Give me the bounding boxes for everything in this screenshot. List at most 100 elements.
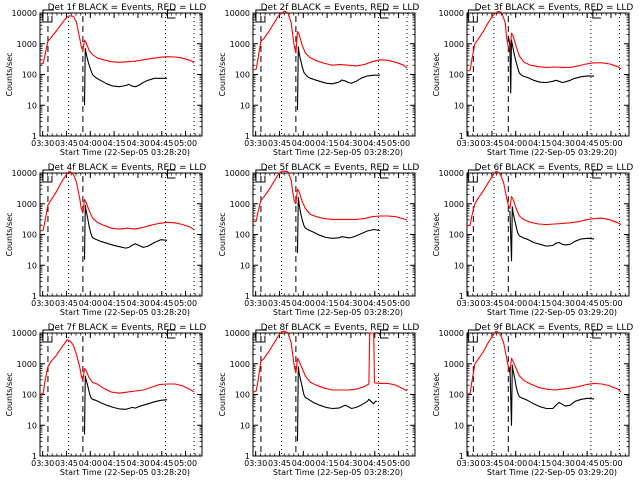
- x-tick-label: 04:00: [504, 459, 527, 468]
- x-tick-label: 04:15: [103, 139, 126, 148]
- chart-panel: Det 8f BLACK = Events, RED = LLD 1 10 100 10…: [218, 323, 419, 477]
- chart-panel: Det 3f BLACK = Events, RED = LLD 1 10 100 10…: [432, 3, 633, 157]
- x-tick-label: 04:00: [504, 299, 527, 308]
- interval-bracket-start: [467, 9, 480, 23]
- x-tick-label: 05:00: [599, 299, 622, 308]
- interval-bracket-start: [255, 169, 267, 183]
- chart-panel: Det 5f BLACK = Events, RED = LLD 1 10 100 10…: [218, 163, 419, 317]
- x-tick-label: 04:00: [79, 139, 102, 148]
- y-axis-label: Counts/sec: [432, 52, 441, 96]
- events-series-line: [296, 46, 381, 111]
- x-tick-label: 03:45: [268, 459, 291, 468]
- lld-series-line: [466, 10, 622, 72]
- x-tick-label: 04:45: [363, 139, 386, 148]
- y-tick-label: 1000: [230, 360, 250, 369]
- x-tick-label: 04:30: [126, 139, 149, 148]
- events-series-line: [83, 47, 168, 106]
- y-tick-label: 10000: [225, 169, 250, 178]
- x-tick-label: 04:15: [316, 299, 339, 308]
- plot-frame: [252, 172, 416, 297]
- y-tick-label: 1: [32, 292, 37, 301]
- y-tick-label: 1: [245, 132, 250, 141]
- x-axis-label: Start Time (22-Sep-05 03:28:20): [60, 308, 190, 317]
- y-tick-label: 1: [32, 452, 37, 461]
- x-tick-label: 04:30: [552, 139, 575, 148]
- x-tick-label: 04:15: [316, 459, 339, 468]
- x-axis-label: Start Time (22-Sep-05 03:28:20): [60, 148, 190, 157]
- x-tick-label: 04:30: [552, 459, 575, 468]
- y-tick-label: 10: [454, 101, 464, 110]
- y-tick-label: 100: [449, 71, 464, 80]
- y-tick-label: 100: [449, 391, 464, 400]
- y-axis-label: Counts/sec: [5, 372, 14, 416]
- plot-frame: [39, 12, 203, 137]
- events-series-line: [296, 196, 381, 254]
- y-tick-label: 1000: [230, 40, 250, 49]
- plot-frame: [466, 12, 630, 137]
- x-tick-label: 04:30: [339, 459, 362, 468]
- x-tick-label: 04:45: [576, 139, 599, 148]
- x-tick-label: 03:30: [244, 299, 267, 308]
- y-tick-label: 10000: [439, 329, 464, 338]
- chart-panel: Det 2f BLACK = Events, RED = LLD 1 10 100 10…: [218, 3, 419, 157]
- x-axis-label: Start Time (22-Sep-05 03:28:20): [273, 148, 403, 157]
- x-tick-label: 04:45: [150, 459, 173, 468]
- x-tick-label: 04:15: [528, 459, 551, 468]
- x-tick-label: 05:00: [387, 299, 410, 308]
- events-series-line: [83, 204, 168, 260]
- events-series-line: [509, 206, 595, 262]
- x-tick-label: 03:30: [31, 459, 54, 468]
- x-tick-label: 04:30: [339, 299, 362, 308]
- chart-panel: Det 7f BLACK = Events, RED = LLD 1 10 100 10…: [5, 323, 206, 477]
- x-tick-label: 04:45: [576, 299, 599, 308]
- y-tick-label: 1000: [444, 40, 464, 49]
- y-tick-label: 10: [27, 101, 37, 110]
- y-tick-label: 10: [240, 261, 250, 270]
- chart-panel: Det 4f BLACK = Events, RED = LLD 1 10 100 10…: [5, 163, 206, 317]
- y-tick-label: 1000: [17, 40, 37, 49]
- x-tick-label: 04:45: [363, 299, 386, 308]
- chart-panel: Det 9f BLACK = Events, RED = LLD 1 10 100 10…: [432, 323, 633, 477]
- x-tick-label: 03:30: [31, 299, 54, 308]
- x-tick-label: 04:30: [339, 139, 362, 148]
- chart-title: Det 8f BLACK = Events, RED = LLD: [261, 323, 420, 333]
- y-tick-label: 1: [459, 452, 464, 461]
- y-tick-label: 100: [235, 231, 250, 240]
- x-axis-label: Start Time (22-Sep-05 03:28:20): [60, 468, 190, 477]
- chart-panel: Det 1f BLACK = Events, RED = LLD 1 10 100 10…: [5, 3, 206, 157]
- x-tick-label: 03:30: [457, 459, 480, 468]
- x-tick-label: 05:00: [174, 139, 197, 148]
- y-axis-label: Counts/sec: [432, 372, 441, 416]
- events-series-line: [507, 35, 595, 94]
- x-tick-label: 04:45: [576, 459, 599, 468]
- x-tick-label: 04:00: [292, 139, 315, 148]
- lld-series-line: [466, 331, 622, 396]
- x-tick-label: 03:30: [457, 299, 480, 308]
- plot-frame: [466, 172, 630, 297]
- chart-title: Det 5f BLACK = Events, RED = LLD: [261, 163, 420, 173]
- chart-title: Det 9f BLACK = Events, RED = LLD: [475, 323, 634, 333]
- x-tick-label: 04:45: [363, 459, 386, 468]
- y-tick-label: 1000: [444, 200, 464, 209]
- lld-series-line: [252, 170, 408, 223]
- x-axis-label: Start Time (22-Sep-05 03:28:20): [273, 468, 403, 477]
- y-tick-label: 10: [240, 101, 250, 110]
- interval-bracket-start: [42, 9, 54, 23]
- lld-series-line: [39, 15, 195, 65]
- y-tick-label: 1000: [230, 200, 250, 209]
- interval-bracket-end: [166, 9, 176, 19]
- plot-frame: [252, 332, 416, 457]
- interval-bracket-start: [467, 329, 480, 343]
- y-axis-label: Counts/sec: [218, 372, 227, 416]
- y-tick-label: 10: [240, 421, 250, 430]
- lld-series-line: [466, 171, 622, 227]
- interval-bracket-start: [42, 169, 54, 183]
- x-tick-label: 03:30: [244, 139, 267, 148]
- x-tick-label: 04:30: [126, 459, 149, 468]
- y-tick-label: 10000: [439, 9, 464, 18]
- x-tick-label: 05:00: [599, 459, 622, 468]
- chart-title: Det 3f BLACK = Events, RED = LLD: [475, 3, 634, 13]
- x-tick-label: 05:00: [174, 459, 197, 468]
- x-tick-label: 05:00: [387, 139, 410, 148]
